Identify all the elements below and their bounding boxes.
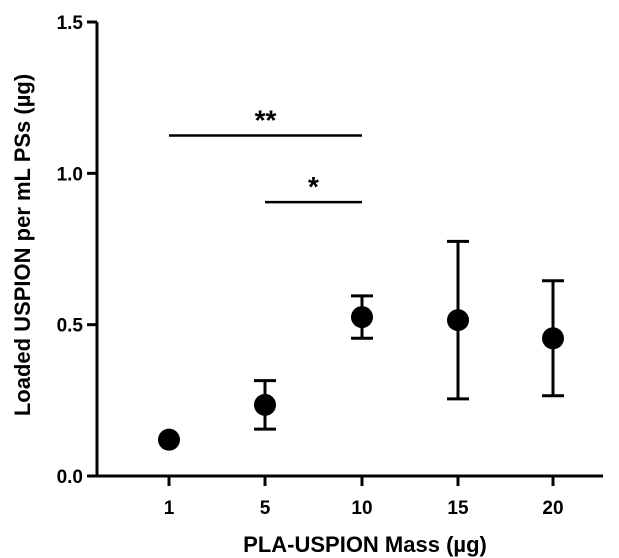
significance-label: * — [308, 171, 319, 202]
data-point — [351, 306, 373, 328]
data-point — [254, 394, 276, 416]
y-axis-title: Loaded USPION per mL PSs (µg) — [10, 74, 35, 416]
significance-label: ** — [255, 105, 277, 136]
plot-area: 0.00.51.01.51 5 10 15 20*** — [57, 13, 603, 519]
x-axis-title: PLA-USPION Mass (µg) — [243, 532, 487, 557]
y-tick-label: 0.5 — [57, 316, 84, 337]
data-point — [158, 429, 180, 451]
y-tick-label: 0.0 — [57, 467, 83, 488]
x-tick-label: 1 — [164, 498, 175, 519]
x-tick-label: 5 — [260, 498, 271, 519]
x-tick-label: 10 — [351, 498, 372, 519]
x-tick-label: 15 — [447, 498, 469, 519]
x-tick-label: 20 — [542, 498, 563, 519]
y-tick-label: 1.5 — [57, 13, 84, 34]
y-tick-label: 1.0 — [57, 164, 83, 185]
data-point — [447, 309, 469, 331]
data-point — [542, 327, 564, 349]
